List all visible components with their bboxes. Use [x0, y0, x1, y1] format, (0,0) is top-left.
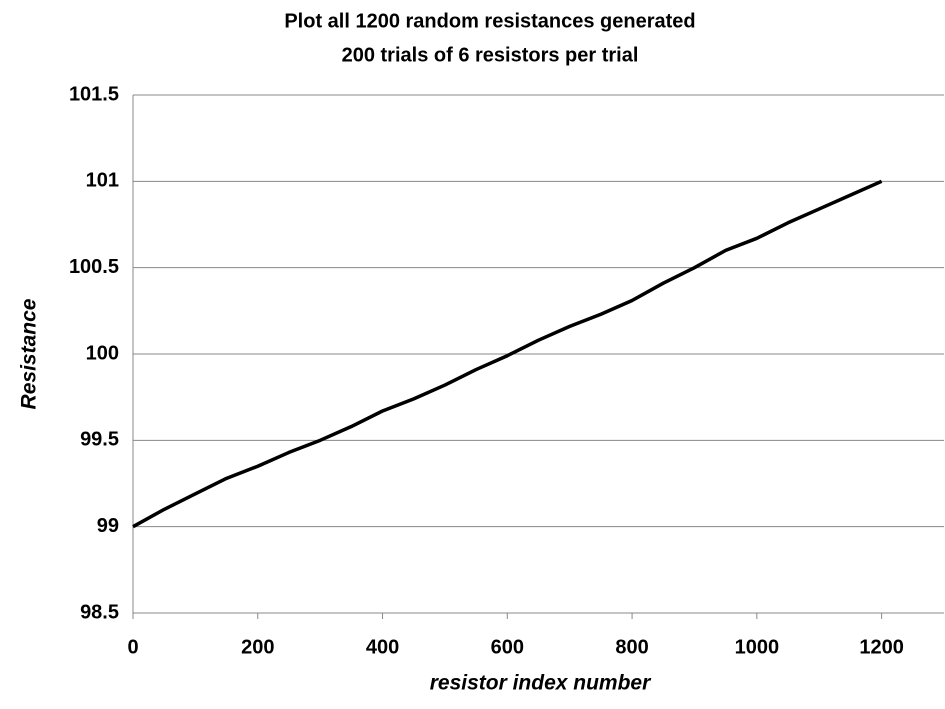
y-tick-label: 98.5 [80, 601, 119, 623]
y-tick-label: 99 [97, 515, 119, 537]
x-axis-title: resistor index number [430, 672, 652, 695]
x-tick-label: 0 [127, 636, 138, 658]
x-tick-label: 800 [615, 636, 648, 658]
y-tick-label: 99.5 [80, 429, 119, 451]
x-tick-label: 1200 [859, 636, 904, 658]
y-tick-label: 101.5 [69, 83, 119, 105]
y-axis-title: Resistance [18, 298, 41, 409]
data-line [132, 179, 883, 529]
y-tick-label: 100 [86, 342, 119, 364]
x-tick-label: 600 [491, 636, 524, 658]
chart-subtitle: 200 trials of 6 resistors per trial [342, 44, 639, 66]
x-tick-label: 400 [366, 636, 399, 658]
x-tick-label: 1000 [735, 636, 780, 658]
x-tick-label: 200 [241, 636, 274, 658]
chart-title: Plot all 1200 random resistances generat… [284, 10, 695, 32]
y-tick-label: 100.5 [69, 256, 119, 278]
y-tick-label: 101 [86, 170, 119, 192]
